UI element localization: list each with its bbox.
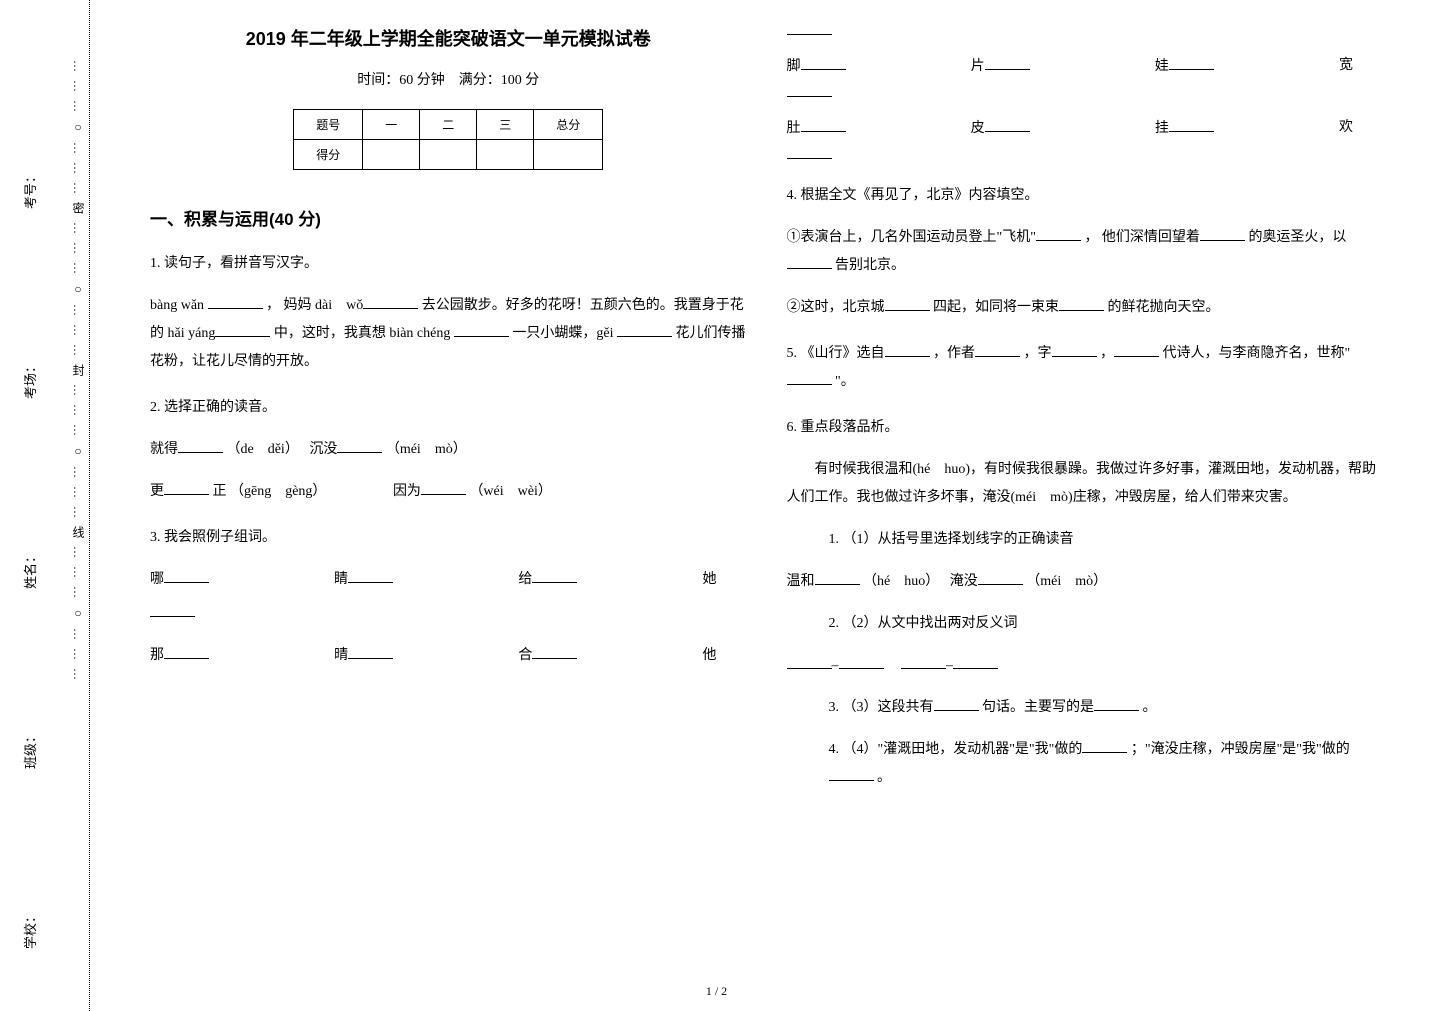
exam-title: 2019 年二年级上学期全能突破语文一单元模拟试卷 [150, 25, 747, 51]
score-header-1: 一 [363, 110, 420, 140]
blank [953, 653, 998, 669]
q6-sub4: 4. （4）"灌溉田地，发动机器"是"我"做的 ；"淹没庄稼，冲毁房屋"是"我"… [829, 736, 1384, 792]
binding-label-room: 考场： [20, 360, 39, 399]
blank [363, 293, 418, 309]
score-cell [363, 140, 420, 170]
blank [164, 479, 209, 495]
q3-row-0: 哪 睛 给 她 [150, 566, 747, 594]
blank [348, 643, 393, 659]
q2-stem: 2. 选择正确的读音。 [150, 394, 747, 422]
q6-sub3: 3. （3）这段共有 句话。主要写的是 。 [829, 694, 1384, 722]
blank [901, 653, 946, 669]
blank [829, 765, 874, 781]
blank [1059, 295, 1104, 311]
q4-line2: ②这时，北京城 四起，如同将一束束 的鲜花抛向天空。 [787, 294, 1384, 322]
blank [150, 601, 195, 617]
q6-sub2-blanks: – – [787, 652, 1384, 680]
section-1-header: 一、积累与运用(40 分) [150, 205, 747, 230]
blank [208, 293, 263, 309]
binding-margin: 学校： 班级： 姓名： 考场： 考号： ………○………密………○………封………○… [0, 0, 90, 1011]
q2-row2: 更 正 （gēng gèng） 因为 （wéi wèi） [150, 478, 747, 506]
q1-stem: 1. 读句子，看拼音写汉字。 [150, 250, 747, 278]
q6-sub1-items: 温和 （hé huo） 淹没 （méi mò） [787, 568, 1384, 596]
question-3: 3. 我会照例子组词。 哪 睛 给 她 那 晴 合 他 [150, 524, 747, 670]
blank [1114, 341, 1159, 357]
score-header-4: 总分 [534, 110, 603, 140]
blank [787, 253, 832, 269]
blank [215, 321, 270, 337]
q3-row-1: 那 晴 合 他 [150, 642, 747, 670]
q6-sub1: 1. （1）从括号里选择划线字的正确读音 [829, 526, 1384, 554]
blank [348, 567, 393, 583]
q1-body: bàng wǎn ， 妈妈 dài wǒ 去公园散步。好多的花呀！五颜六色的。我… [150, 292, 747, 376]
q4-stem: 4. 根据全文《再见了，北京》内容填空。 [787, 182, 1384, 210]
blank [885, 341, 930, 357]
blank [421, 479, 466, 495]
content-area: 2019 年二年级上学期全能突破语文一单元模拟试卷 时间：60 分钟 满分：10… [90, 0, 1433, 1011]
blank [1200, 225, 1245, 241]
question-1: 1. 读句子，看拼音写汉字。 bàng wǎn ， 妈妈 dài wǒ 去公园散… [150, 250, 747, 376]
left-column: 2019 年二年级上学期全能突破语文一单元模拟试卷 时间：60 分钟 满分：10… [130, 25, 767, 991]
blank [801, 54, 846, 70]
blank [815, 569, 860, 585]
q3-row-2: 脚 片 娃 宽 [787, 54, 1384, 75]
blank [801, 116, 846, 132]
blank [1082, 737, 1127, 753]
blank [337, 437, 382, 453]
blank [1169, 116, 1214, 132]
blank [934, 695, 979, 711]
q6-sub2: 2. （2）从文中找出两对反义词 [829, 610, 1384, 638]
q3-stem: 3. 我会照例子组词。 [150, 524, 747, 552]
q6-stem: 6. 重点段落品析。 [787, 414, 1384, 442]
question-2: 2. 选择正确的读音。 就得 （de děi） 沉没 （méi mò） 更 正 … [150, 394, 747, 506]
blank [1169, 54, 1214, 70]
blank [787, 143, 832, 159]
blank [178, 437, 223, 453]
score-header-3: 三 [477, 110, 534, 140]
right-column: 脚 片 娃 宽 肚 皮 挂 欢 4. 根据全文《再见了，北京》内容填空。 ①表演… [767, 25, 1404, 991]
score-header-2: 二 [420, 110, 477, 140]
blank [1094, 695, 1139, 711]
blank [885, 295, 930, 311]
binding-label-name: 姓名： [20, 550, 39, 589]
q3-row-3: 肚 皮 挂 欢 [787, 116, 1384, 137]
score-table: 题号 一 二 三 总分 得分 [293, 109, 603, 170]
blank [532, 567, 577, 583]
score-cell [420, 140, 477, 170]
blank [1052, 341, 1097, 357]
question-6: 6. 重点段落品析。 有时候我很温和(hé huo)，有时候我很暴躁。我做过许多… [787, 414, 1384, 792]
score-header-0: 题号 [294, 110, 363, 140]
binding-label-id: 考号： [20, 170, 39, 209]
binding-label-school: 学校： [20, 910, 39, 949]
blank [985, 54, 1030, 70]
score-row-label: 得分 [294, 140, 363, 170]
blank [839, 653, 884, 669]
blank [787, 369, 832, 385]
blank [978, 569, 1023, 585]
q2-row1: 就得 （de děi） 沉没 （méi mò） [150, 436, 747, 464]
blank [617, 321, 672, 337]
blank [787, 81, 832, 97]
blank [1036, 225, 1081, 241]
blank [454, 321, 509, 337]
blank [532, 643, 577, 659]
page-number: 1 / 2 [706, 984, 727, 999]
question-5: 5. 《山行》选自 ，作者 ，字 ， 代诗人，与李商隐齐名，世称" "。 [787, 340, 1384, 396]
blank [975, 341, 1020, 357]
blank [164, 567, 209, 583]
blank [787, 19, 832, 35]
blank [985, 116, 1030, 132]
score-cell [477, 140, 534, 170]
q6-passage: 有时候我很温和(hé huo)，有时候我很暴躁。我做过许多好事，灌溉田地，发动机… [787, 456, 1384, 512]
binding-label-class: 班级： [20, 730, 39, 769]
seal-line-text: ………○………密………○………封………○………线………○……… [70, 60, 87, 688]
exam-subtitle: 时间：60 分钟 满分：100 分 [150, 69, 747, 89]
question-4: 4. 根据全文《再见了，北京》内容填空。 ①表演台上，几名外国运动员登上"飞机"… [787, 182, 1384, 322]
score-cell [534, 140, 603, 170]
q4-line1: ①表演台上，几名外国运动员登上"飞机" ， 他们深情回望着 的奥运圣火，以 告别… [787, 224, 1384, 280]
blank [164, 643, 209, 659]
blank [787, 653, 832, 669]
